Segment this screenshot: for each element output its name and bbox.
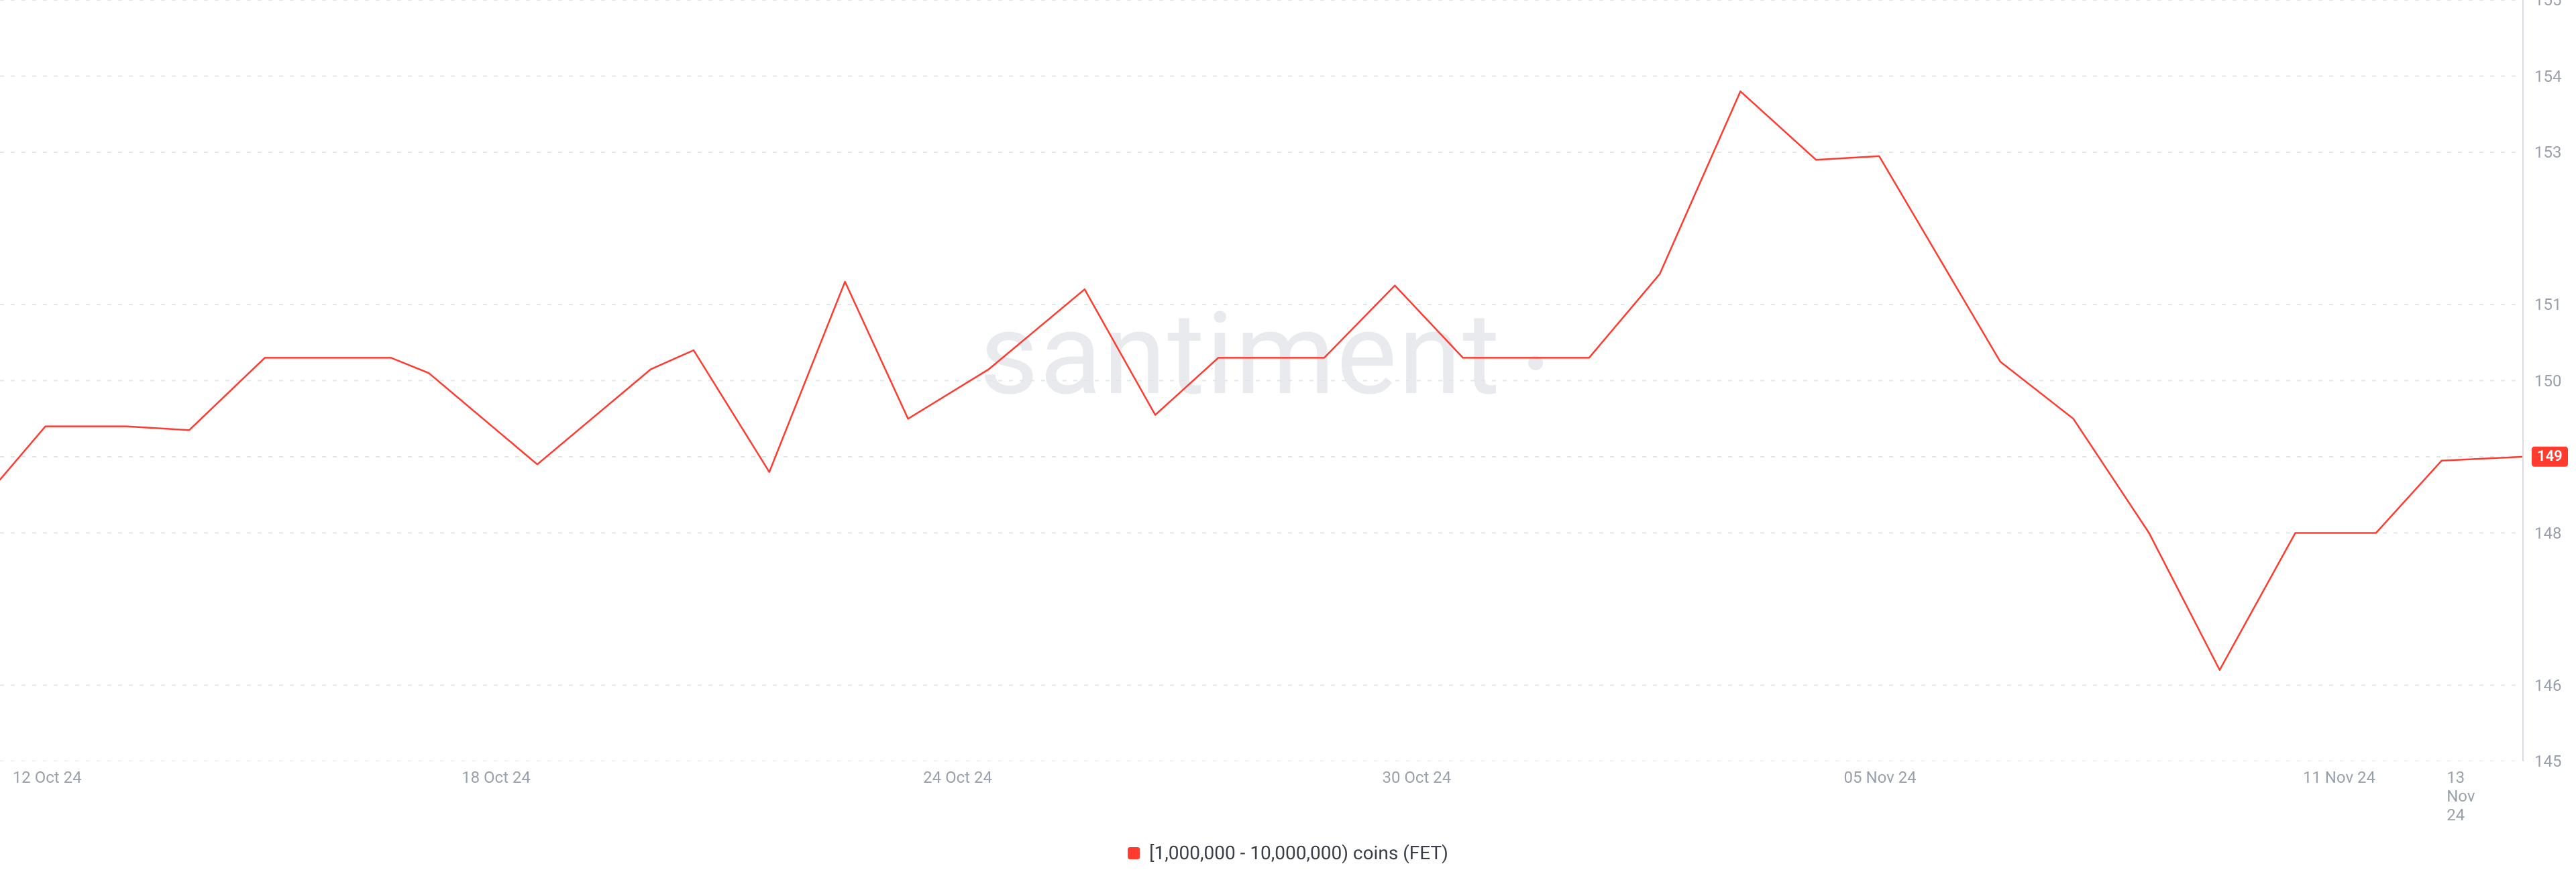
series-line: [0, 91, 2522, 670]
y-tick-label: 151: [2534, 295, 2561, 314]
legend: [1,000,000 - 10,000,000) coins (FET): [1128, 842, 1448, 864]
legend-label: [1,000,000 - 10,000,000) coins (FET): [1149, 842, 1448, 864]
x-tick-label: 11 Nov 24: [2303, 768, 2375, 787]
y-tick-label: 148: [2534, 524, 2561, 543]
x-tick-label: 05 Nov 24: [1844, 768, 1917, 787]
x-tick-label: 30 Oct 24: [1382, 768, 1451, 787]
x-tick-label: 18 Oct 24: [462, 768, 531, 787]
x-tick-label: 24 Oct 24: [923, 768, 992, 787]
line-layer: [0, 0, 2522, 761]
y-axis-line: [2522, 0, 2524, 761]
y-tick-label: 145: [2534, 752, 2561, 771]
y-tick-label: 146: [2534, 676, 2561, 695]
legend-swatch: [1128, 847, 1140, 859]
current-value-badge: 149: [2532, 447, 2568, 467]
x-tick-label: 12 Oct 24: [13, 768, 82, 787]
y-tick-label: 150: [2534, 372, 2561, 390]
plot-area: santiment 145146148149150151153154155 12…: [0, 0, 2522, 761]
x-tick-label: 13 Nov 24: [2447, 768, 2484, 824]
y-tick-label: 153: [2534, 143, 2561, 162]
current-value-text: 149: [2537, 448, 2563, 465]
y-tick-label: 155: [2534, 0, 2561, 9]
chart-container: santiment 145146148149150151153154155 12…: [0, 0, 2576, 872]
y-tick-label: 154: [2534, 67, 2561, 86]
